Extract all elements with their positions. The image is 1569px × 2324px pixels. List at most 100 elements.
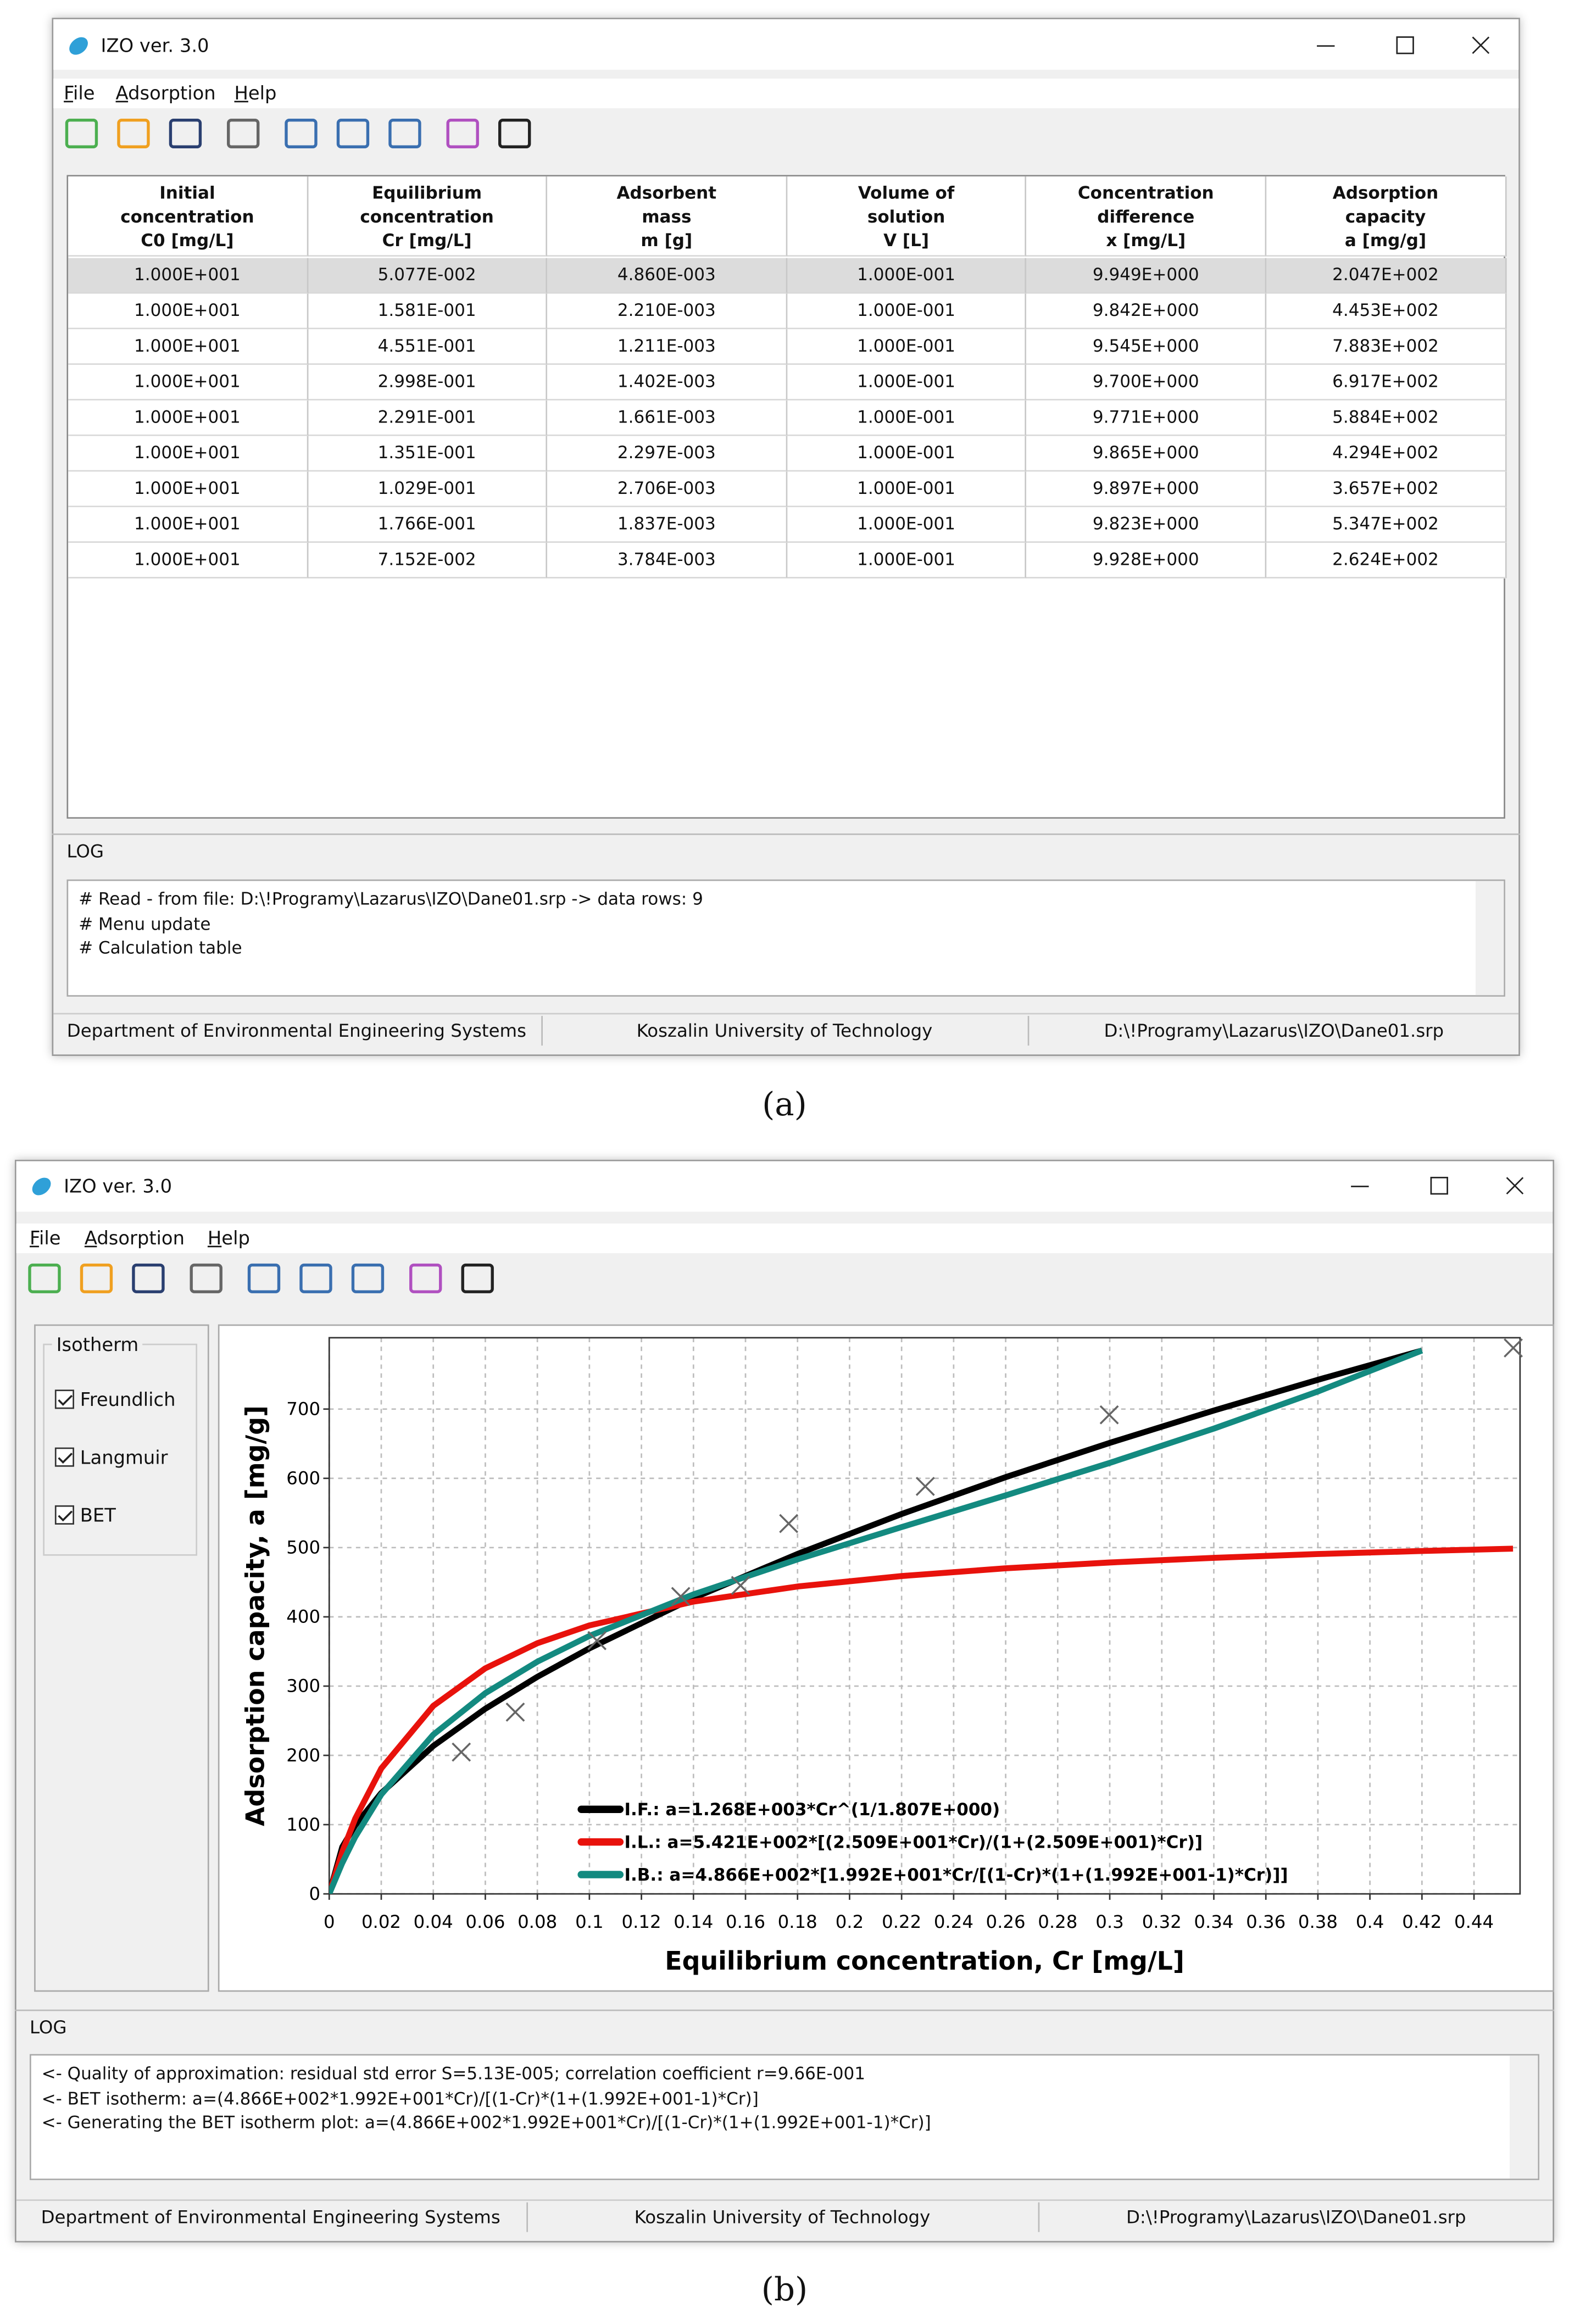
- toolbar-button[interactable]: [28, 1263, 61, 1293]
- log-line: # Read - from file: D:\!Programy\Lazarus…: [79, 888, 703, 909]
- x-tick-label: 0.18: [778, 1911, 817, 1932]
- table-cell: 1.000E-001: [787, 507, 1027, 543]
- y-tick-label: 0: [309, 1883, 320, 1904]
- menu-item[interactable]: File: [29, 1226, 61, 1249]
- x-tick-label: 0.16: [726, 1911, 765, 1932]
- menu-item[interactable]: Adsorption: [84, 1226, 185, 1249]
- toolbar-button[interactable]: [117, 118, 150, 148]
- menu-item[interactable]: Help: [234, 81, 277, 104]
- checkbox[interactable]: [54, 1389, 74, 1409]
- table-cell: 1.000E-001: [787, 258, 1027, 294]
- toolbar-button[interactable]: [336, 118, 370, 148]
- x-tick-label: 0.32: [1142, 1911, 1182, 1932]
- table-cell: 2.998E-001: [308, 365, 548, 401]
- table-cell: 1.000E+001: [68, 329, 308, 365]
- table-header: Equilibrium concentration Cr [mg/L]: [308, 176, 548, 257]
- toolbar-button[interactable]: [498, 118, 531, 148]
- table-cell: 1.000E-001: [787, 471, 1027, 508]
- data-point: [915, 1476, 935, 1496]
- series-line: [329, 1347, 1423, 1894]
- toolbar-button[interactable]: [409, 1263, 442, 1293]
- table-header: Adsorption capacity a [mg/g]: [1266, 176, 1506, 257]
- toolbar-button[interactable]: [285, 118, 318, 148]
- menu-item[interactable]: File: [64, 81, 95, 104]
- table-cell: 5.347E+002: [1266, 507, 1506, 543]
- toolbar-button[interactable]: [461, 1263, 494, 1293]
- x-tick-label: 0.3: [1095, 1911, 1124, 1932]
- splitter: [52, 833, 1520, 835]
- menu-bar: [16, 1224, 1553, 1253]
- checkbox[interactable]: [54, 1505, 74, 1525]
- table-cell: 3.784E-003: [547, 542, 787, 579]
- x-tick-label: 0.36: [1246, 1911, 1286, 1932]
- checkbox[interactable]: [54, 1447, 74, 1467]
- table-cell: 1.000E-001: [787, 542, 1027, 579]
- toolbar-button[interactable]: [132, 1263, 165, 1293]
- checkbox-label: Langmuir: [80, 1445, 168, 1469]
- toolbar-button[interactable]: [190, 1263, 222, 1293]
- toolbar-button[interactable]: [388, 118, 421, 148]
- toolbar-button[interactable]: [247, 1263, 281, 1293]
- x-tick-label: 0.4: [1356, 1911, 1384, 1932]
- log-line: # Calculation table: [79, 937, 242, 958]
- menu-item[interactable]: Adsorption: [115, 81, 216, 104]
- legend-label: I.L.: a=5.421E+002*[(2.509E+001*Cr)/(1+(…: [624, 1832, 1203, 1852]
- log-line: <- Generating the BET isotherm plot: a=(…: [41, 2111, 931, 2133]
- table-cell: 9.842E+000: [1027, 293, 1267, 330]
- table-cell: 1.837E-003: [547, 507, 787, 543]
- toolbar-button[interactable]: [227, 118, 260, 148]
- toolbar-button[interactable]: [65, 118, 98, 148]
- toolbar-button[interactable]: [351, 1263, 385, 1293]
- table-cell: 1.000E+001: [68, 471, 308, 508]
- y-tick-label: 300: [286, 1676, 320, 1697]
- toolbar-button[interactable]: [446, 118, 479, 148]
- table-cell: 2.291E-001: [308, 400, 548, 436]
- header-line: concentration: [120, 206, 254, 227]
- table-cell: 9.771E+000: [1027, 400, 1267, 436]
- maximize-button: [1430, 1176, 1448, 1195]
- title-bar: [16, 1161, 1553, 1212]
- x-tick-label: 0.28: [1038, 1911, 1077, 1932]
- table-header: Volume of solution V [L]: [787, 176, 1027, 257]
- toolbar-button[interactable]: [80, 1263, 113, 1293]
- status-separator: [526, 2202, 528, 2232]
- status-text: D:\!Programy\Lazarus\IZO\Dane01.srp: [1126, 2206, 1466, 2228]
- series-line: [329, 1348, 1423, 1894]
- header-line: a [mg/g]: [1344, 230, 1427, 251]
- x-tick-label: 0.44: [1454, 1911, 1494, 1932]
- status-text: Koszalin University of Technology: [636, 1020, 933, 1041]
- y-tick-label: 100: [286, 1814, 320, 1835]
- caption: (a): [762, 1087, 807, 1125]
- x-tick-label: 0.1: [575, 1911, 604, 1932]
- toolbar-button[interactable]: [299, 1263, 332, 1293]
- status-separator: [1027, 1016, 1030, 1046]
- legend-label: I.F.: a=1.268E+003*Cr^(1/1.807E+000): [624, 1800, 1000, 1820]
- title-bar: [53, 19, 1519, 70]
- x-tick-label: 0.06: [465, 1911, 505, 1932]
- status-text: Department of Environmental Engineering …: [66, 1020, 526, 1041]
- legend-label: I.B.: a=4.866E+002*[1.992E+001*Cr/[(1-Cr…: [624, 1865, 1288, 1885]
- menu-item[interactable]: Help: [207, 1226, 250, 1249]
- table-cell: 2.210E-003: [547, 293, 787, 330]
- table-cell: 5.884E+002: [1266, 400, 1506, 436]
- header-line: solution: [867, 206, 945, 227]
- table-cell: 1.000E-001: [787, 436, 1027, 472]
- status-separator: [541, 1016, 543, 1046]
- header-line: C0 [mg/L]: [141, 230, 234, 251]
- log-box: <- Quality of approximation: residual st…: [29, 2054, 1539, 2181]
- table-cell: 1.581E-001: [308, 293, 548, 330]
- table-cell: 2.297E-003: [547, 436, 787, 472]
- table-cell: 5.077E-002: [308, 258, 548, 294]
- header-line: x [mg/L]: [1106, 230, 1186, 251]
- table-cell: 7.883E+002: [1266, 329, 1506, 365]
- scrollbar: [1475, 881, 1504, 996]
- status-bar: [53, 1013, 1519, 1049]
- window-title: IZO ver. 3.0: [64, 1174, 173, 1197]
- toolbar-button[interactable]: [169, 118, 202, 148]
- table-cell: 2.706E-003: [547, 471, 787, 508]
- header-line: m [g]: [641, 230, 693, 251]
- x-tick-label: 0.04: [414, 1911, 453, 1932]
- table-cell: 1.000E-001: [787, 365, 1027, 401]
- table-cell: 1.000E+001: [68, 436, 308, 472]
